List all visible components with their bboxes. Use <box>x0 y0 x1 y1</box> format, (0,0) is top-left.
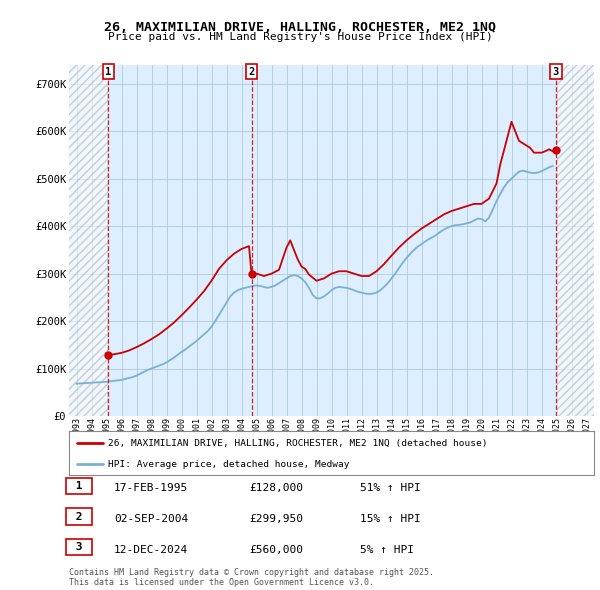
Bar <box>69 65 109 416</box>
Text: 12-DEC-2024: 12-DEC-2024 <box>114 545 188 555</box>
Text: 3: 3 <box>69 542 89 552</box>
Text: 02-SEP-2004: 02-SEP-2004 <box>114 514 188 524</box>
Text: £560,000: £560,000 <box>249 545 303 555</box>
Text: 2: 2 <box>248 67 254 77</box>
Text: £299,950: £299,950 <box>249 514 303 524</box>
Text: 2: 2 <box>69 512 89 522</box>
Text: 26, MAXIMILIAN DRIVE, HALLING, ROCHESTER, ME2 1NQ: 26, MAXIMILIAN DRIVE, HALLING, ROCHESTER… <box>104 21 496 34</box>
Text: HPI: Average price, detached house, Medway: HPI: Average price, detached house, Medw… <box>109 460 350 469</box>
Text: 17-FEB-1995: 17-FEB-1995 <box>114 483 188 493</box>
Text: 26, MAXIMILIAN DRIVE, HALLING, ROCHESTER, ME2 1NQ (detached house): 26, MAXIMILIAN DRIVE, HALLING, ROCHESTER… <box>109 438 488 448</box>
Bar <box>557 65 594 416</box>
Text: 1: 1 <box>105 67 112 77</box>
Text: Contains HM Land Registry data © Crown copyright and database right 2025.
This d: Contains HM Land Registry data © Crown c… <box>69 568 434 587</box>
Text: £128,000: £128,000 <box>249 483 303 493</box>
Text: Price paid vs. HM Land Registry's House Price Index (HPI): Price paid vs. HM Land Registry's House … <box>107 32 493 42</box>
Text: 5% ↑ HPI: 5% ↑ HPI <box>360 545 414 555</box>
Text: 15% ↑ HPI: 15% ↑ HPI <box>360 514 421 524</box>
Text: 51% ↑ HPI: 51% ↑ HPI <box>360 483 421 493</box>
Text: 3: 3 <box>553 67 559 77</box>
Text: 1: 1 <box>69 481 89 491</box>
